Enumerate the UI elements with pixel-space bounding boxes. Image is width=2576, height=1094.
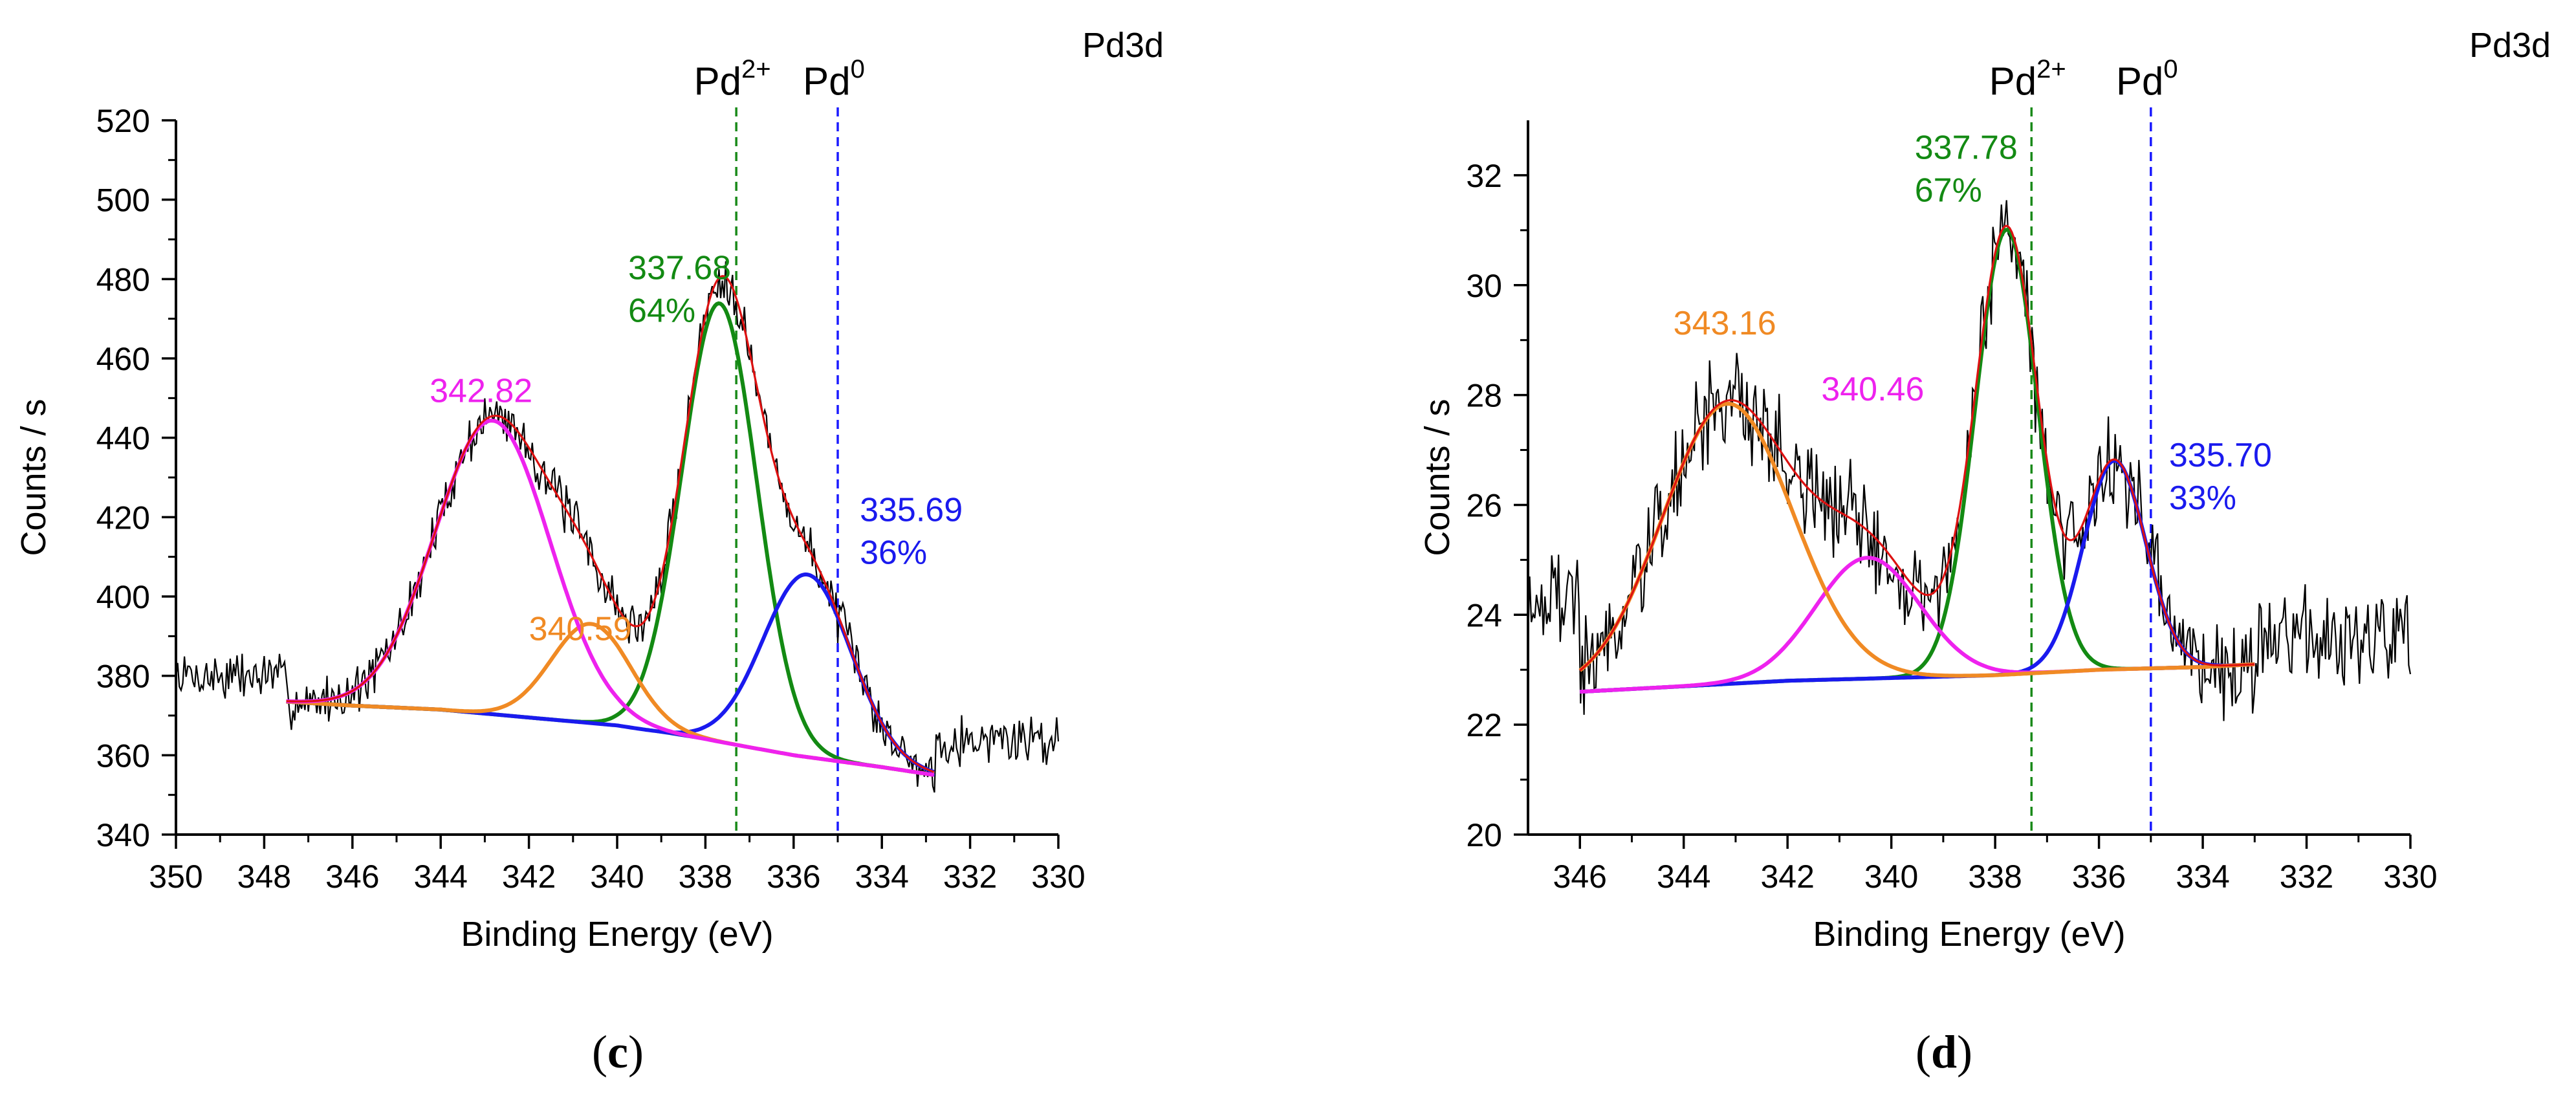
- data-label: 337.78: [1915, 129, 2018, 166]
- data-label: 67%: [1915, 171, 1982, 209]
- y-tick-label: 440: [96, 421, 150, 457]
- x-tick-label: 350: [149, 859, 202, 895]
- x-tick-label: 344: [413, 859, 467, 895]
- chart-title: Pd3d: [1082, 26, 1164, 65]
- y-axis-label: Counts / s: [14, 399, 53, 556]
- y-tick-label: 340: [96, 817, 150, 853]
- data-label: 36%: [860, 534, 927, 571]
- y-tick-label: 520: [96, 103, 150, 139]
- reference-label: Pd0: [2116, 55, 2178, 103]
- y-tick-label: 20: [1466, 817, 1502, 853]
- x-tick-label: 342: [1760, 859, 1814, 895]
- chart-title: Pd3d: [2469, 26, 2551, 65]
- y-tick-label: 360: [96, 738, 150, 774]
- x-tick-label: 330: [1031, 859, 1085, 895]
- data-label: 342.82: [430, 372, 532, 410]
- y-tick-label: 26: [1466, 487, 1502, 523]
- y-tick-label: 30: [1466, 268, 1502, 304]
- x-tick-label: 340: [590, 859, 644, 895]
- reference-label: Pd2+: [694, 55, 771, 103]
- y-tick-label: 24: [1466, 597, 1502, 633]
- reference-label: Pd0: [803, 55, 865, 103]
- data-label: 335.69: [860, 491, 963, 529]
- panel-label: (c): [592, 1026, 644, 1078]
- data-label: 340.46: [1821, 371, 1924, 408]
- x-axis-label: Binding Energy (eV): [461, 915, 773, 954]
- data-label: 335.70: [2169, 437, 2272, 474]
- y-tick-label: 400: [96, 579, 150, 615]
- panel-c: 340 360 380 400 420 440 460 480 500 520 350 348 346 3…: [14, 26, 1164, 1078]
- panel-d: 20 22 24 26 28 30 32 346 344 342 340 338 336 334 332 33…: [1418, 26, 2551, 1078]
- y-tick-label: 22: [1466, 707, 1502, 743]
- y-tick-label: 32: [1466, 158, 1502, 194]
- data-label: 64%: [628, 292, 695, 329]
- x-tick-label: 346: [325, 859, 379, 895]
- fit-envelope-line: [1579, 224, 2255, 672]
- y-tick-label: 28: [1466, 378, 1502, 414]
- x-tick-label: 334: [855, 859, 908, 895]
- x-tick-label: 332: [2280, 859, 2333, 895]
- reference-label: Pd2+: [1989, 55, 2066, 103]
- x-tick-label: 332: [943, 859, 997, 895]
- x-tick-label: 336: [767, 859, 820, 895]
- x-tick-label: 338: [1968, 859, 2022, 895]
- y-axis-label: Counts / s: [1418, 399, 1457, 556]
- fit-envelope-line: [286, 275, 935, 773]
- y-tick-label: 500: [96, 182, 150, 219]
- x-tick-label: 340: [1864, 859, 1918, 895]
- data-label: 343.16: [1674, 305, 1776, 342]
- data-label: 33%: [2169, 479, 2236, 517]
- x-tick-label: 344: [1657, 859, 1710, 895]
- x-axis-label: Binding Energy (eV): [1813, 915, 2125, 954]
- y-tick-label: 460: [96, 341, 150, 377]
- data-label: 340.59: [529, 610, 632, 648]
- y-tick-label: 380: [96, 659, 150, 695]
- panel-label: (d): [1916, 1026, 1972, 1078]
- x-tick-label: 342: [502, 859, 556, 895]
- x-tick-label: 346: [1553, 859, 1607, 895]
- y-tick-label: 420: [96, 499, 150, 536]
- x-tick-label: 336: [2072, 859, 2126, 895]
- y-tick-label: 480: [96, 261, 150, 298]
- x-tick-label: 348: [237, 859, 291, 895]
- data-label: 337.68: [628, 249, 731, 287]
- x-tick-label: 334: [2176, 859, 2229, 895]
- x-tick-label: 330: [2383, 859, 2437, 895]
- x-tick-label: 338: [679, 859, 732, 895]
